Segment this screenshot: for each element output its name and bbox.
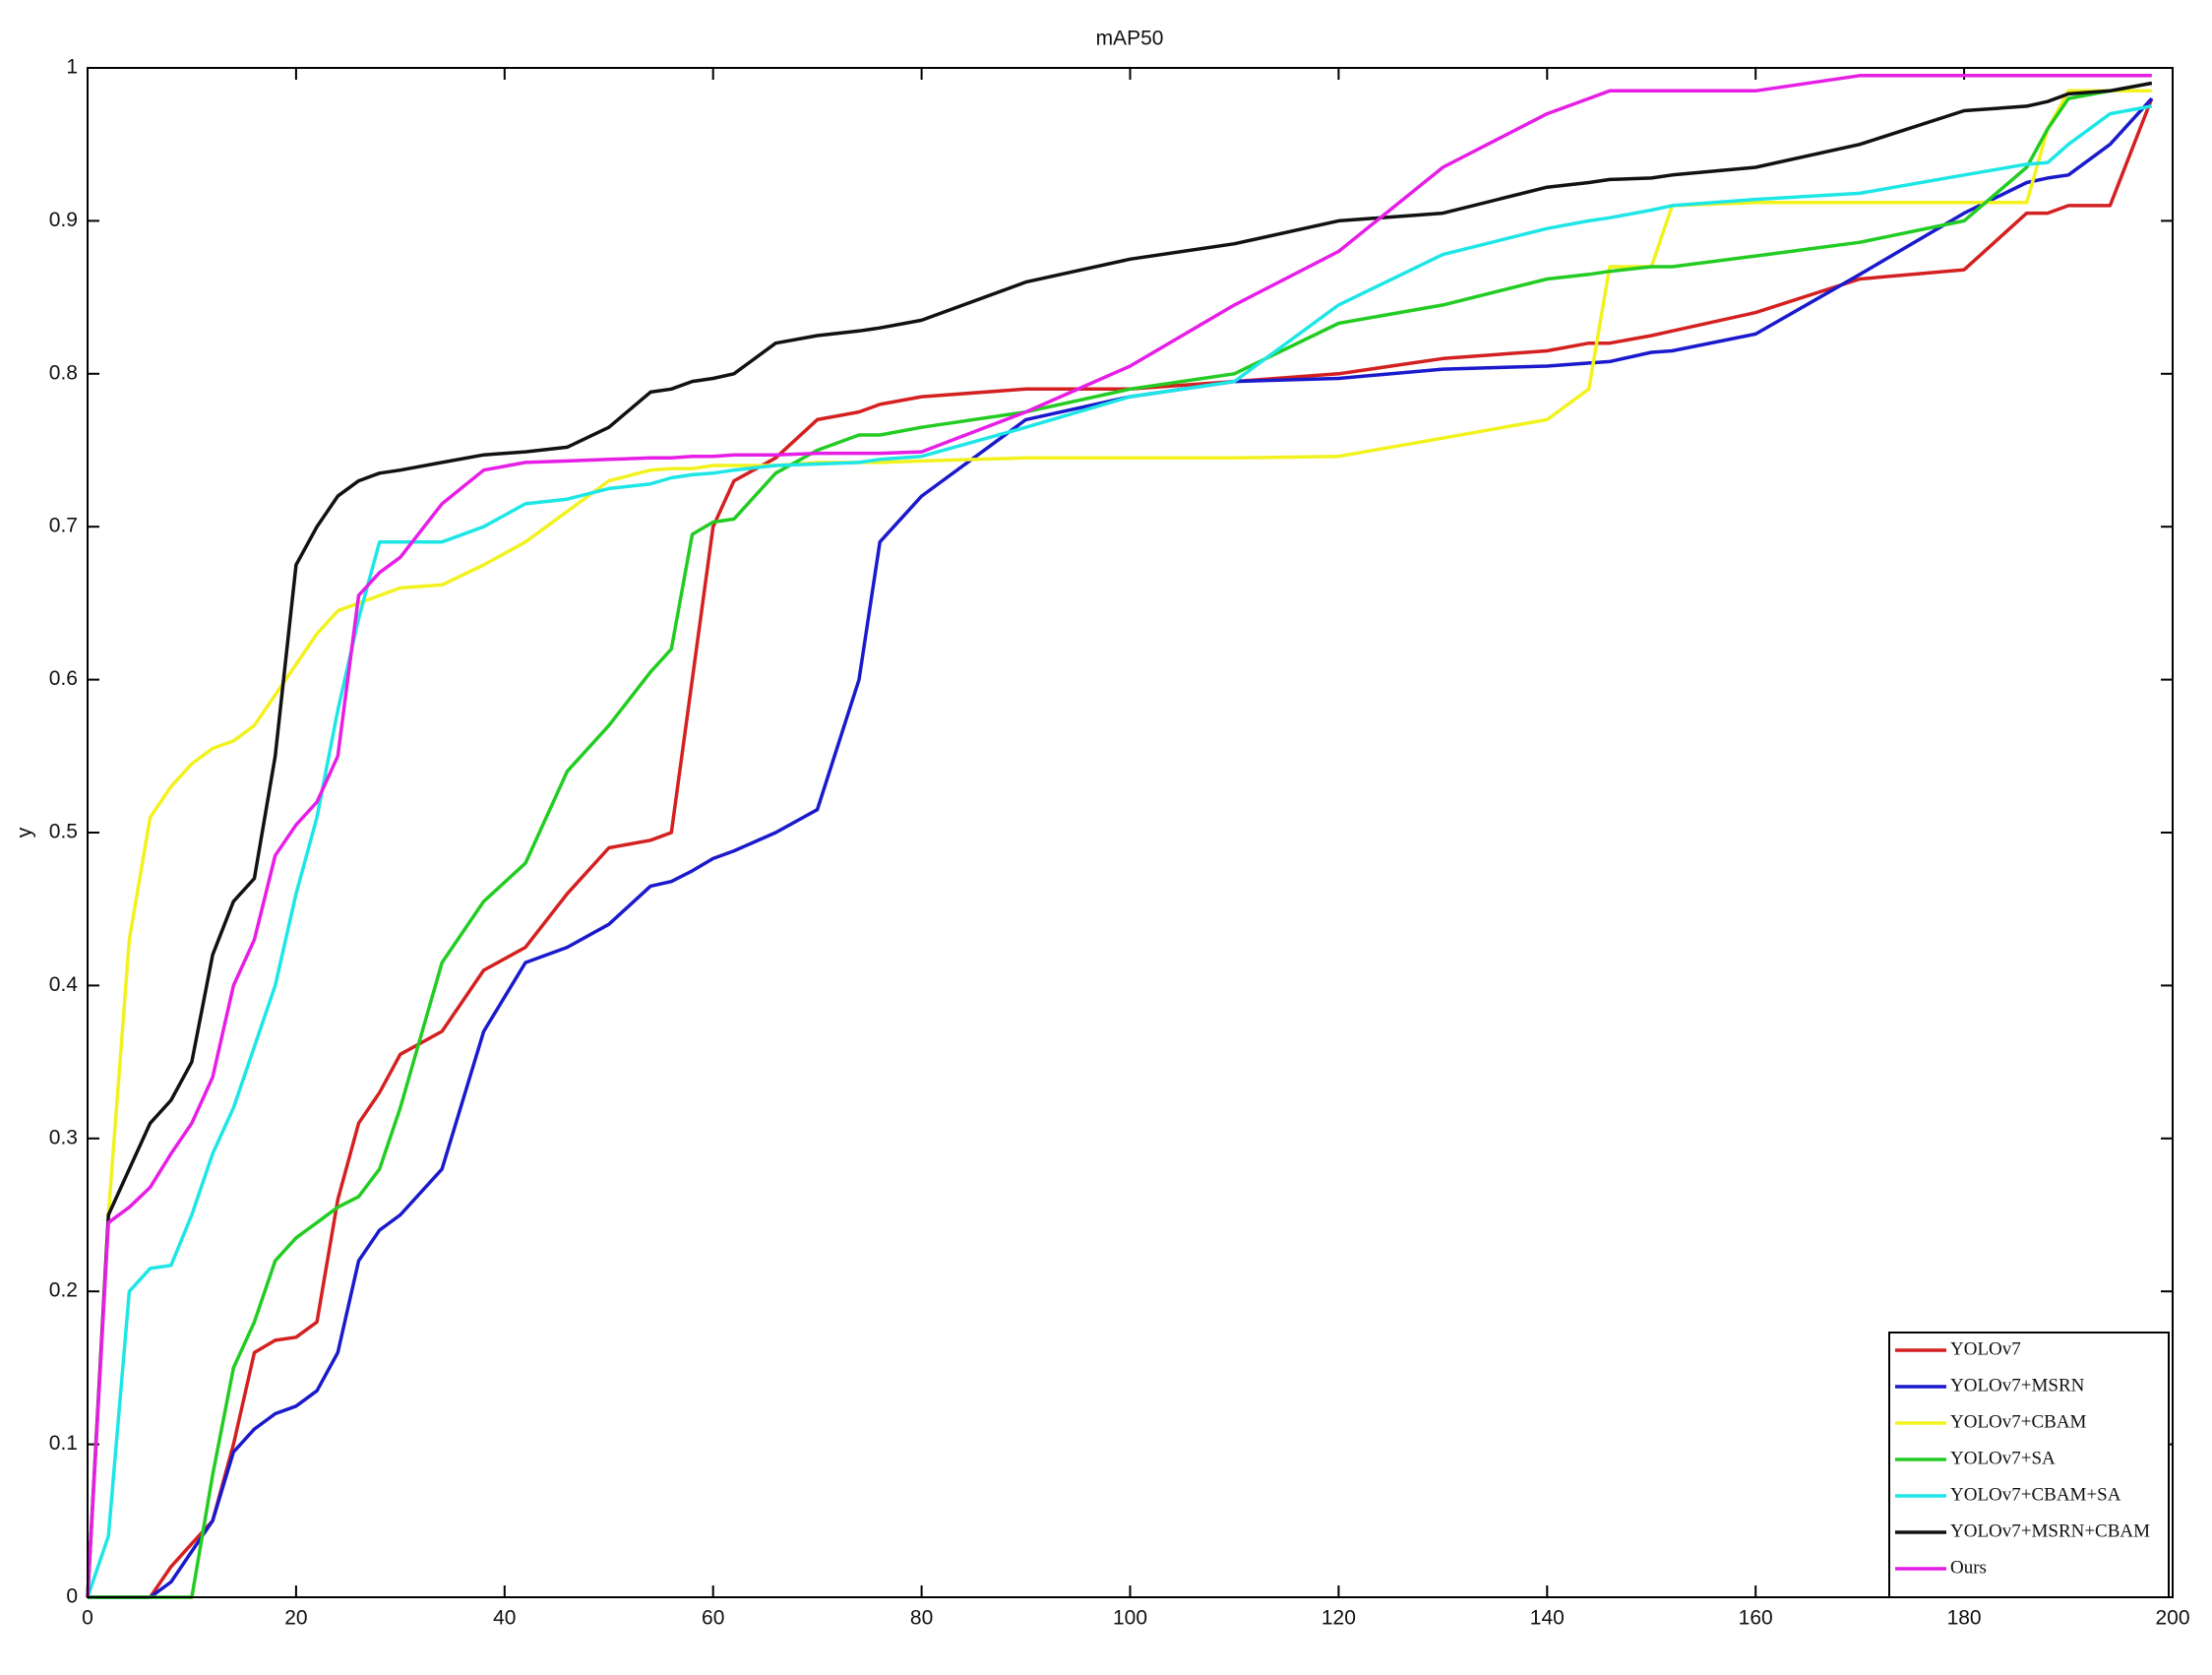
series-line [88, 81, 2153, 1599]
x-tick-label: 140 [1530, 1607, 1565, 1630]
x-tick-label: 100 [1113, 1607, 1147, 1630]
x-tick-label: 200 [2155, 1607, 2189, 1630]
y-axis-label: y [14, 827, 36, 838]
chart-title: mAP50 [1096, 28, 1164, 50]
x-tick-label: 160 [1739, 1607, 1773, 1630]
y-tick-label: 1 [66, 56, 78, 79]
y-tick-label: 0.2 [49, 1279, 78, 1302]
legend-label: Ours [1950, 1557, 1987, 1578]
legend-label: YOLOv7+SA [1950, 1448, 2056, 1468]
y-tick-label: 0.4 [49, 973, 79, 996]
y-tick-label: 0.7 [49, 515, 78, 537]
x-tick-label: 180 [1947, 1607, 1982, 1630]
y-tick-label: 0.5 [49, 821, 78, 843]
y-tick-label: 0.6 [49, 667, 78, 690]
plot-frame [87, 67, 2174, 1598]
x-tick-label: 0 [82, 1607, 93, 1630]
x-tick-label: 20 [284, 1607, 307, 1630]
legend-label: YOLOv7+MSRN [1950, 1375, 2085, 1396]
legend-label: YOLOv7+CBAM+SA [1950, 1484, 2121, 1505]
y-tick-label: 0 [66, 1585, 78, 1608]
series-line [86, 74, 2152, 1598]
series-line [88, 97, 2154, 1599]
y-tick-label: 0.3 [49, 1126, 78, 1148]
x-tick-label: 120 [1321, 1607, 1356, 1630]
series-line [86, 81, 2153, 1598]
series-line [88, 96, 2154, 1599]
legend-label: YOLOv7 [1950, 1338, 2021, 1359]
legend-label: YOLOv7+CBAM [1950, 1411, 2087, 1432]
series-line [86, 104, 2153, 1598]
legend-box [1888, 1332, 2170, 1598]
x-tick-label: 60 [702, 1607, 724, 1630]
x-tick-label: 80 [910, 1607, 933, 1630]
legend-label: YOLOv7+MSRN+CBAM [1950, 1520, 2150, 1541]
y-tick-label: 0.1 [49, 1432, 78, 1455]
x-tick-label: 40 [493, 1607, 516, 1630]
y-tick-label: 0.9 [49, 209, 78, 231]
y-tick-label: 0.8 [49, 361, 78, 384]
